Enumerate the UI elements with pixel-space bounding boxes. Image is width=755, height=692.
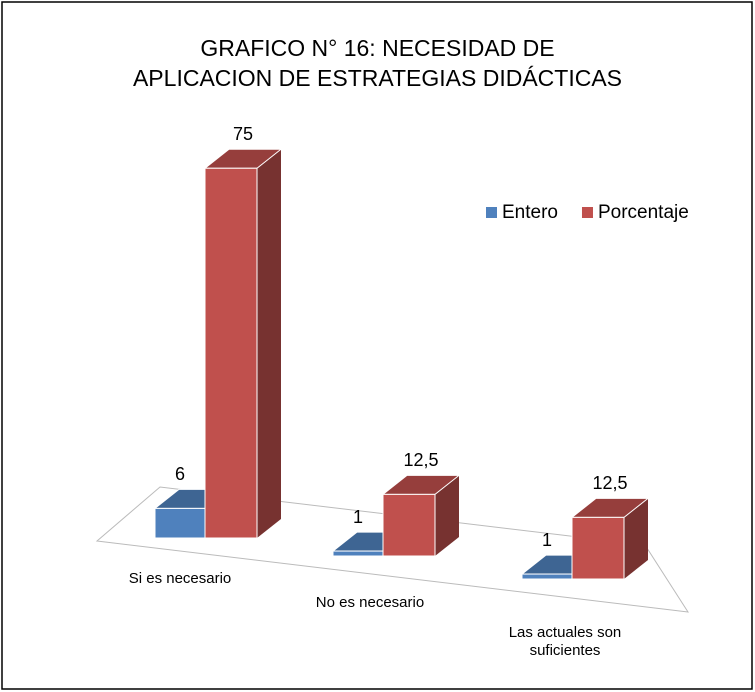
category-label-box: Si es necesario — [128, 570, 232, 587]
data-label: 6 — [175, 464, 185, 484]
chart-title: GRAFICO N° 16: NECESIDAD DE APLICACION D… — [132, 35, 623, 91]
bar — [570, 497, 650, 580]
bar — [381, 474, 461, 557]
bar-front — [204, 167, 258, 539]
title-box: GRAFICO N° 16: NECESIDAD DE APLICACION D… — [132, 35, 623, 91]
x-tick-label: Las actuales son suficientes — [508, 624, 622, 659]
legend-swatch — [486, 207, 497, 218]
bar-side — [257, 149, 281, 538]
x-tick-label: Si es necesario — [128, 570, 232, 587]
bar-front — [382, 493, 436, 557]
bar-front — [571, 516, 625, 580]
category-label-box: No es necesario — [315, 594, 425, 611]
category-label-box: Las actuales son suficientes — [508, 624, 622, 659]
legend-label: Entero — [502, 202, 558, 223]
legend-label: Porcentaje — [598, 202, 689, 223]
data-label: 75 — [233, 124, 253, 144]
legend-swatch — [581, 207, 593, 218]
data-label: 1 — [542, 530, 552, 550]
data-label: 12,5 — [403, 450, 438, 470]
bar-side — [624, 498, 648, 579]
x-tick-label: No es necesario — [315, 594, 425, 611]
bar-front — [332, 550, 384, 557]
data-label: 12,5 — [592, 473, 627, 493]
bar-front — [521, 573, 573, 580]
bar — [203, 148, 283, 539]
data-label: 1 — [353, 507, 363, 527]
bar-side — [435, 475, 459, 556]
bar-front — [154, 507, 206, 539]
